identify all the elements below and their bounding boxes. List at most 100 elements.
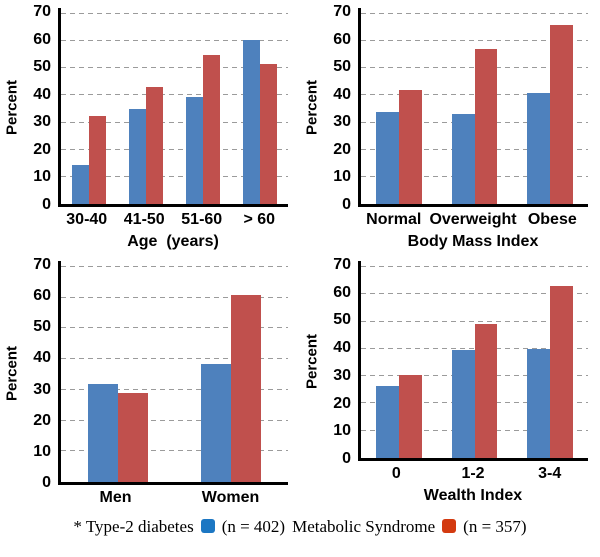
- diabetes-bar: [185, 96, 203, 204]
- y-axis-ticks: 0 10 20 30 40 50 60 70: [322, 256, 358, 467]
- diabetes-bar: [201, 363, 232, 482]
- y-axis-title: Percent: [303, 333, 321, 389]
- bar-group: [61, 261, 175, 482]
- gender-chart: Percent 0 10 20 30 40 50 60 70 Men Women: [0, 253, 300, 507]
- diabetes-bar: [87, 383, 118, 482]
- bar-group: [231, 8, 288, 204]
- y-tick-label: 60: [333, 283, 351, 301]
- legend-series2-label: Metabolic Syndrome: [292, 517, 436, 536]
- metabolic-swatch-icon: [442, 519, 457, 533]
- bar-group: [175, 8, 232, 204]
- y-tick-label: 20: [333, 140, 351, 158]
- bar-group: [437, 8, 513, 204]
- bar-group: [361, 8, 437, 204]
- gridline: [61, 13, 288, 14]
- y-tick-label: 60: [333, 30, 351, 48]
- x-axis-categories: Men Women: [58, 485, 288, 506]
- y-axis-ticks: 0 10 20 30 40 50 60 70: [22, 3, 58, 213]
- metabolic-bar: [259, 64, 277, 204]
- metabolic-bar: [231, 294, 262, 482]
- y-tick-label: 20: [333, 394, 351, 412]
- wealth-chart: Percent 0 10 20 30 40 50 60 70 0 1-2 3-4 Wealth I…: [300, 253, 600, 507]
- gridline: [361, 40, 588, 42]
- gridline: [361, 266, 588, 267]
- gridline: [61, 450, 288, 452]
- gridline: [361, 320, 588, 322]
- y-tick-label: 0: [42, 474, 51, 491]
- x-category-label: Normal: [366, 211, 422, 228]
- metabolic-bar: [550, 286, 573, 458]
- metabolic-bar: [146, 87, 164, 204]
- y-tick-label: 60: [33, 287, 51, 305]
- diabetes-bar: [527, 92, 551, 204]
- y-tick-label: 10: [333, 168, 351, 186]
- y-tick-label: 40: [33, 85, 51, 103]
- x-category-label: 3-4: [538, 465, 562, 482]
- x-axis-title: Wealth Index: [423, 487, 523, 504]
- x-axis-categories: 0 1-2 3-4: [358, 461, 588, 482]
- y-tick-label: 0: [42, 196, 51, 213]
- legend-series1-label: * Type-2 diabetes: [73, 517, 194, 536]
- y-axis-title: Percent: [3, 79, 21, 136]
- plot-area: [358, 8, 588, 207]
- y-tick-label: 30: [33, 380, 51, 398]
- diabetes-bar: [451, 114, 475, 204]
- gridline: [61, 121, 288, 123]
- metabolic-bar: [117, 392, 148, 482]
- bar-group: [512, 8, 588, 204]
- y-tick-label: 10: [33, 168, 51, 186]
- x-category-label: 41-50: [123, 211, 165, 228]
- diabetes-bar: [129, 109, 147, 204]
- gridline: [361, 13, 588, 14]
- y-tick-label: 70: [333, 3, 351, 20]
- y-tick-label: 70: [333, 256, 351, 273]
- y-tick-label: 50: [333, 58, 351, 76]
- x-category-label: 30-40: [66, 211, 108, 228]
- plot-area: [58, 8, 288, 207]
- gridline: [61, 94, 288, 96]
- y-axis-title: Percent: [303, 79, 321, 136]
- gridline: [61, 296, 288, 298]
- y-tick-label: 70: [33, 256, 51, 273]
- y-tick-label: 0: [342, 196, 351, 213]
- bar-group: [361, 261, 437, 458]
- diabetes-swatch-icon: [200, 519, 215, 533]
- metabolic-bar: [398, 90, 422, 204]
- x-category-label: Women: [201, 489, 260, 506]
- gridline: [361, 293, 588, 295]
- metabolic-bar: [89, 115, 107, 204]
- bar-group: [118, 8, 175, 204]
- metabolic-bar: [398, 374, 422, 458]
- gridline: [61, 175, 288, 177]
- gridline: [61, 419, 288, 421]
- y-axis-title: Percent: [3, 345, 21, 401]
- x-category-label: Overweight: [429, 211, 517, 228]
- y-tick-label: 50: [33, 58, 51, 76]
- diabetes-bar: [376, 111, 399, 204]
- diabetes-bar: [72, 164, 90, 204]
- gridline: [61, 266, 288, 267]
- metabolic-bar: [550, 24, 573, 204]
- bmi-chart: Percent 0 10 20 30 40 50 60 70 Normal Overweight…: [300, 0, 600, 253]
- gridline: [61, 67, 288, 69]
- y-tick-label: 50: [333, 311, 351, 329]
- gridline: [61, 358, 288, 360]
- diabetes-bar: [451, 350, 475, 458]
- y-tick-label: 0: [342, 450, 351, 467]
- y-tick-label: 50: [33, 318, 51, 336]
- y-axis-ticks: 0 10 20 30 40 50 60 70: [22, 256, 58, 491]
- y-tick-label: 20: [33, 140, 51, 158]
- y-tick-label: 40: [33, 349, 51, 367]
- x-axis-categories: 30-40 41-50 51-60 > 60: [58, 207, 288, 228]
- y-tick-label: 40: [333, 339, 351, 357]
- y-tick-label: 30: [33, 113, 51, 131]
- y-tick-label: 10: [33, 442, 51, 460]
- x-category-label: 51-60: [181, 211, 223, 228]
- y-tick-label: 30: [333, 113, 351, 131]
- x-category-label: 0: [391, 465, 401, 482]
- x-category-label: Men: [99, 489, 132, 506]
- x-axis-title: Age (years): [127, 233, 219, 250]
- y-tick-label: 60: [33, 30, 51, 48]
- y-tick-label: 70: [33, 3, 51, 20]
